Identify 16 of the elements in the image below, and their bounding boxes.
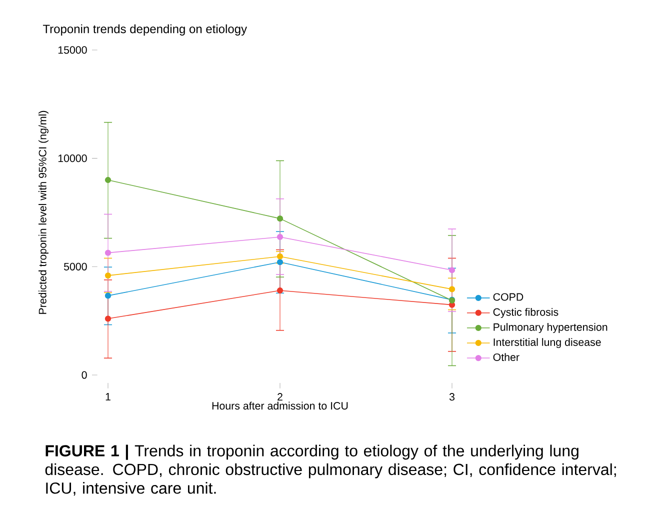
y-axis-title: Predicted troponin level with 95%CI (ng/ml) xyxy=(38,110,48,314)
x-tick-label: 3 xyxy=(449,393,454,401)
chart-title: Troponin trends depending on etiology xyxy=(42,24,248,36)
x-tick-label: 2 xyxy=(278,393,282,400)
x-tick-label: 1 xyxy=(106,393,110,400)
legend-label: Other xyxy=(493,353,520,361)
y-tick-label: 5000 xyxy=(64,262,87,270)
y-tick-label: 15000 xyxy=(58,46,87,54)
legend-label: Pulmonary hypertension xyxy=(494,323,608,333)
legend-label: Cystic fibrosis xyxy=(493,308,558,318)
y-tick-label: 10000 xyxy=(58,154,87,162)
y-tick-label: 0 xyxy=(82,371,87,379)
x-axis-title: Hours after admission to ICU xyxy=(212,402,348,410)
text: FIGURE 1 | Trends in troponin according to etiology of the underlying lung disease. COPD, chronic obstructive pulmonary disease; CI, confidence interval; ICU, intensive care unit. xyxy=(45,444,616,496)
legend-label: COPD xyxy=(493,293,524,301)
legend-label: Interstitial lung disease xyxy=(494,338,601,348)
